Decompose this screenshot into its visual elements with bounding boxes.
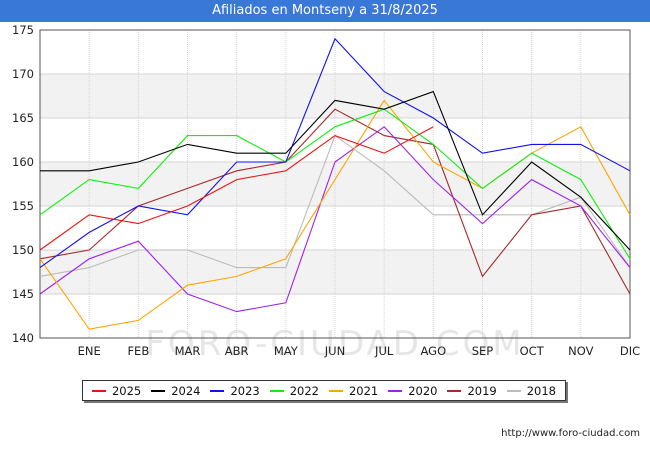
x-tick-label: MAR	[175, 344, 201, 358]
y-tick-label: 160	[12, 155, 34, 169]
legend-item-2023: 2023	[210, 383, 260, 398]
watermark: FORO-CIUDAD.COM	[145, 324, 524, 364]
chart-title: Afiliados en Montseny a 31/8/2025	[0, 0, 650, 22]
legend-swatch	[328, 389, 343, 392]
plot-border	[39, 29, 631, 339]
legend-label: 2018	[526, 383, 557, 398]
series-line-2020	[39, 126, 631, 313]
legend-swatch	[151, 389, 166, 392]
legend-swatch	[506, 389, 521, 392]
x-tick-label: DIC	[620, 344, 640, 358]
legend-item-2024: 2024	[151, 383, 201, 398]
legend-swatch	[210, 389, 225, 392]
series-line-2025	[39, 126, 434, 251]
legend-item-2019: 2019	[447, 383, 497, 398]
legend-swatch	[388, 389, 403, 392]
x-tick-label: ABR	[225, 344, 249, 358]
x-tick-label: NOV	[568, 344, 593, 358]
x-tick-label: MAY	[274, 344, 299, 358]
legend-item-2018: 2018	[506, 383, 557, 398]
y-tick-label: 140	[12, 331, 34, 345]
y-tick-label: 155	[12, 199, 34, 213]
x-tick-label: AGO	[421, 344, 447, 358]
series-line-2024	[40, 90, 631, 251]
chart-legend: 2025 2024 2023 2022 2021 2020 2019 2018	[82, 380, 566, 401]
series-line-2022	[39, 108, 631, 260]
source-credit: http://www.foro-ciudad.com	[501, 428, 640, 439]
legend-item-2025: 2025	[91, 383, 142, 398]
legend-label: 2024	[171, 383, 201, 398]
legend-swatch	[91, 389, 106, 392]
legend-label: 2019	[467, 383, 497, 398]
legend-item-2020: 2020	[388, 383, 438, 398]
legend-label: 2025	[111, 383, 142, 398]
x-tick-label: OCT	[520, 344, 545, 358]
y-tick-label: 150	[12, 243, 34, 257]
legend-label: 2021	[348, 383, 379, 398]
x-tick-label: FEB	[127, 344, 149, 358]
x-tick-label: ENE	[78, 344, 101, 358]
x-tick-label: JUL	[374, 344, 394, 358]
legend-label: 2020	[408, 383, 438, 398]
legend-item-2022: 2022	[269, 383, 320, 398]
x-tick-label: JUN	[324, 344, 345, 358]
legend-swatch	[269, 389, 284, 392]
x-tick-label: SEP	[472, 344, 494, 358]
legend-label: 2023	[230, 383, 260, 398]
line-chart: FORO-CIUDAD.COM 140 145 150 155 160 165 170 175 E…	[12, 23, 640, 364]
y-tick-label: 165	[12, 111, 34, 125]
legend-label: 2022	[289, 383, 320, 398]
legend-item-2021: 2021	[328, 383, 379, 398]
series-line-2023	[39, 37, 631, 269]
y-tick-label: 145	[12, 287, 34, 301]
y-tick-label: 175	[12, 23, 34, 37]
legend-swatch	[447, 389, 462, 392]
y-tick-label: 170	[12, 67, 34, 81]
